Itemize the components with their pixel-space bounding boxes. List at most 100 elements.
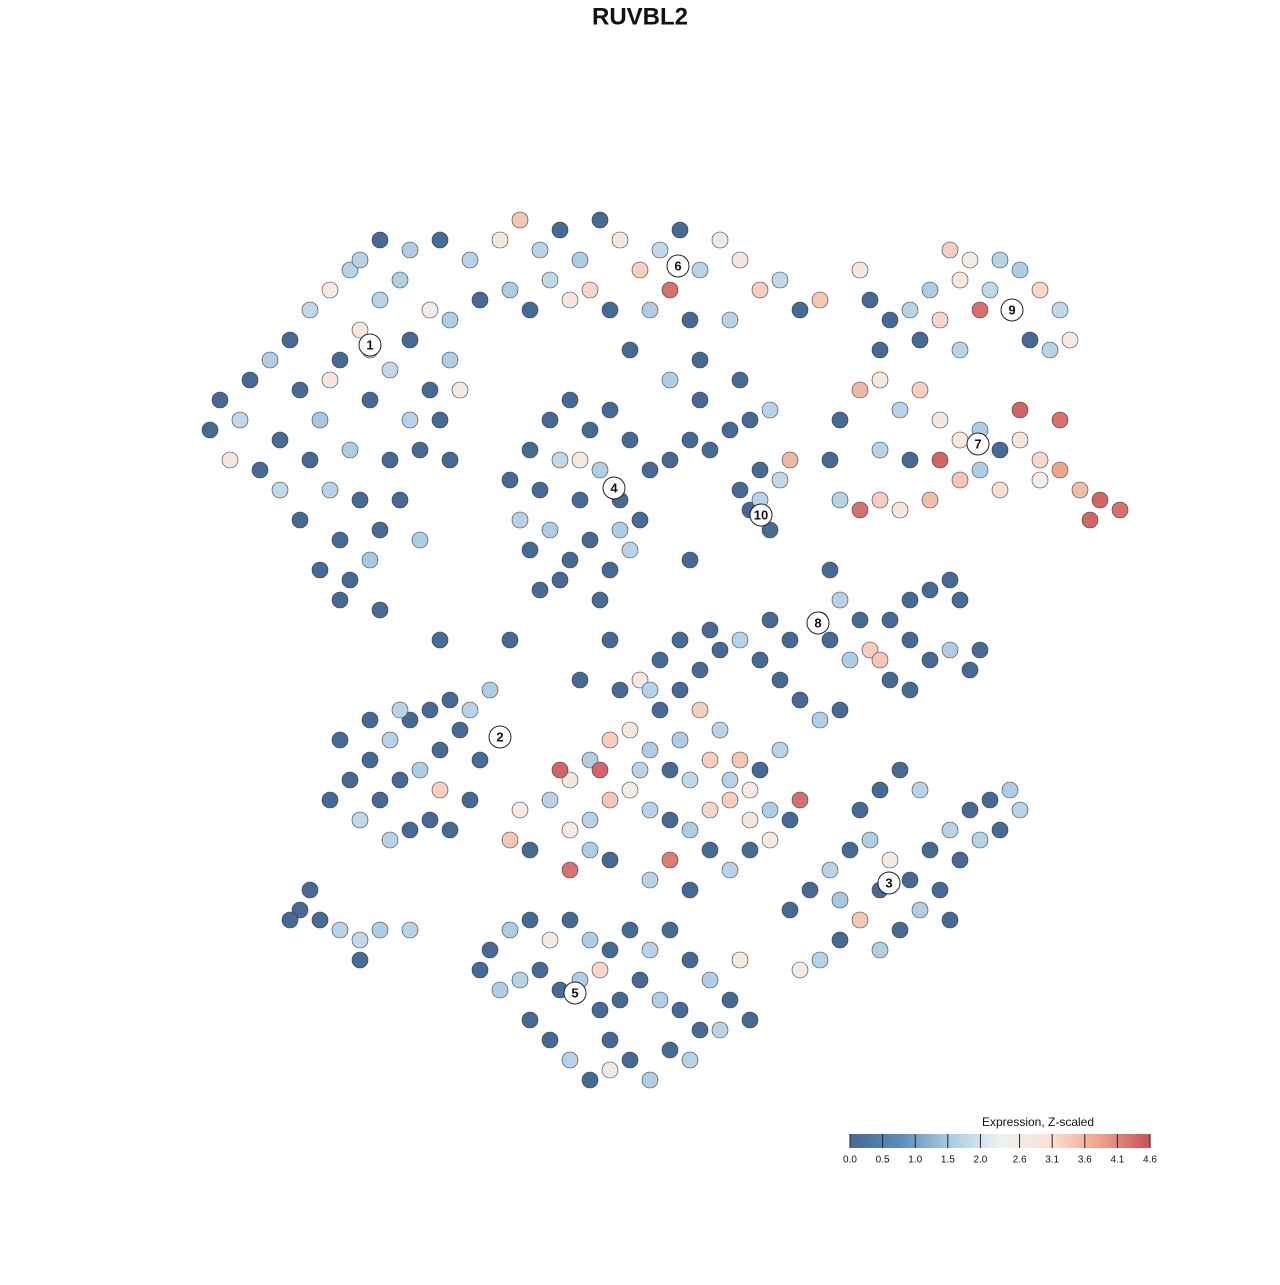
point: [651, 991, 669, 1009]
point: [841, 841, 859, 859]
point: [821, 861, 839, 879]
point: [781, 811, 799, 829]
point: [291, 511, 309, 529]
point: [361, 551, 379, 569]
chart-title: RUVBL2: [592, 3, 688, 30]
point: [681, 551, 699, 569]
point: [371, 921, 389, 939]
point: [411, 761, 429, 779]
point: [711, 721, 729, 739]
point: [681, 821, 699, 839]
point: [581, 751, 599, 769]
point: [731, 481, 749, 499]
point: [521, 301, 539, 319]
point: [331, 351, 349, 369]
point: [461, 251, 479, 269]
point: [791, 961, 809, 979]
point: [471, 751, 489, 769]
point: [921, 491, 939, 509]
point: [961, 801, 979, 819]
point: [831, 701, 849, 719]
point: [641, 1071, 659, 1089]
point: [661, 921, 679, 939]
point: [681, 951, 699, 969]
point: [531, 481, 549, 499]
point: [561, 861, 579, 879]
point: [1011, 431, 1029, 449]
point: [371, 521, 389, 539]
point: [881, 671, 899, 689]
point: [991, 821, 1009, 839]
point: [851, 611, 869, 629]
colorbar-tick-label: 4.1: [1110, 1155, 1124, 1166]
point: [421, 381, 439, 399]
point: [601, 1031, 619, 1049]
point: [621, 431, 639, 449]
point: [351, 321, 369, 339]
point: [341, 771, 359, 789]
point: [941, 821, 959, 839]
point: [851, 911, 869, 929]
point: [691, 351, 709, 369]
point: [911, 331, 929, 349]
colorbar: Expression, Z-scaled 0.0 0.5 1.0 1.5 2.0 2.6 3…: [843, 1115, 1157, 1165]
point: [341, 571, 359, 589]
point: [471, 961, 489, 979]
point: [951, 431, 969, 449]
point: [771, 741, 789, 759]
point: [831, 891, 849, 909]
point: [811, 291, 829, 309]
colorbar-gradient: [850, 1134, 1150, 1148]
point: [911, 901, 929, 919]
point: [651, 651, 669, 669]
point: [601, 301, 619, 319]
point: [601, 851, 619, 869]
point: [561, 1051, 579, 1069]
point: [551, 451, 569, 469]
point: [1041, 341, 1059, 359]
cluster-label: 6: [674, 258, 681, 273]
point: [1051, 411, 1069, 429]
point: [911, 781, 929, 799]
point: [331, 531, 349, 549]
point: [821, 561, 839, 579]
point: [511, 971, 529, 989]
point: [891, 401, 909, 419]
point: [931, 311, 949, 329]
point: [901, 301, 919, 319]
point: [1001, 781, 1019, 799]
point: [251, 461, 269, 479]
point: [361, 751, 379, 769]
point: [931, 411, 949, 429]
cluster-label-bg: [1000, 298, 1024, 322]
point: [891, 921, 909, 939]
point: [401, 711, 419, 729]
point: [681, 431, 699, 449]
point: [631, 261, 649, 279]
cluster-label-bg: [877, 871, 901, 895]
point: [401, 921, 419, 939]
point: [881, 851, 899, 869]
point: [431, 631, 449, 649]
point: [981, 791, 999, 809]
point: [871, 441, 889, 459]
point: [861, 831, 879, 849]
point: [421, 811, 439, 829]
colorbar-tick-label: 1.0: [908, 1155, 922, 1166]
cluster-labels: 1 2 3 4 5 6 7 8 9 10: [358, 254, 1024, 1005]
point: [951, 851, 969, 869]
point: [671, 681, 689, 699]
point: [661, 851, 679, 869]
point: [581, 1071, 599, 1089]
point: [921, 651, 939, 669]
point: [731, 951, 749, 969]
point: [1051, 461, 1069, 479]
cluster-label-bg: [358, 333, 382, 357]
point: [321, 791, 339, 809]
point: [661, 761, 679, 779]
point: [641, 941, 659, 959]
point: [611, 991, 629, 1009]
point: [731, 251, 749, 269]
point: [821, 451, 839, 469]
